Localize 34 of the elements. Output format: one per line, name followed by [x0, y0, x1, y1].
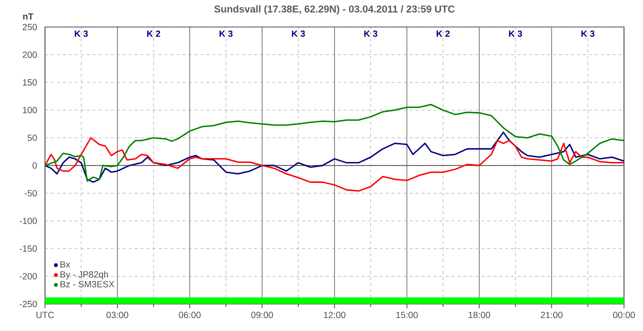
legend-label: Bz - SM3ESX [60, 280, 114, 288]
y-axis-title: nT [23, 13, 34, 20]
y-tick-label: 250 [22, 24, 37, 30]
annotation: K 3 [509, 30, 522, 37]
legend-label: Bx [60, 261, 70, 268]
x-tick-label: 00:00 [613, 312, 635, 318]
x-tick-label: 18:00 [468, 312, 490, 318]
chart-title: Sundsvall (17.38E, 62.29N) - 03.04.2011 / 23:59 UTC [214, 5, 455, 15]
legend-label: By - JP82qh [60, 270, 108, 280]
y-tick-label: -200 [20, 273, 37, 280]
y-tick-label: -150 [20, 245, 37, 252]
y-tick-label: 150 [22, 79, 37, 86]
annotation: K 2 [147, 30, 160, 37]
annotation: K 2 [436, 30, 450, 37]
y-tick-label: 100 [22, 106, 37, 114]
x-tick-label: 12:00 [324, 312, 346, 318]
y-tick-label: -50 [24, 190, 37, 196]
annotation: K 3 [581, 30, 594, 37]
x-tick-label: 09:00 [251, 312, 273, 318]
y-tick-label: -250 [20, 300, 37, 308]
y-tick-label: 200 [22, 52, 37, 58]
annotation: K 3 [74, 30, 88, 37]
y-tick-label: -100 [20, 218, 37, 224]
annotation: K 3 [220, 30, 233, 37]
y-tick-label: 50 [28, 134, 37, 141]
x-tick-label: 21:00 [540, 312, 562, 318]
line-series [44, 104, 625, 182]
x-tick-label: 15:00 [396, 312, 418, 318]
x-tick-label: UTC [36, 312, 54, 318]
x-tick-label: 06:00 [178, 312, 201, 318]
annotation: K 3 [292, 30, 305, 37]
annotation: K 3 [364, 30, 378, 37]
x-tick-label: 03:00 [106, 312, 128, 318]
y-tick-label: 0 [32, 162, 37, 169]
